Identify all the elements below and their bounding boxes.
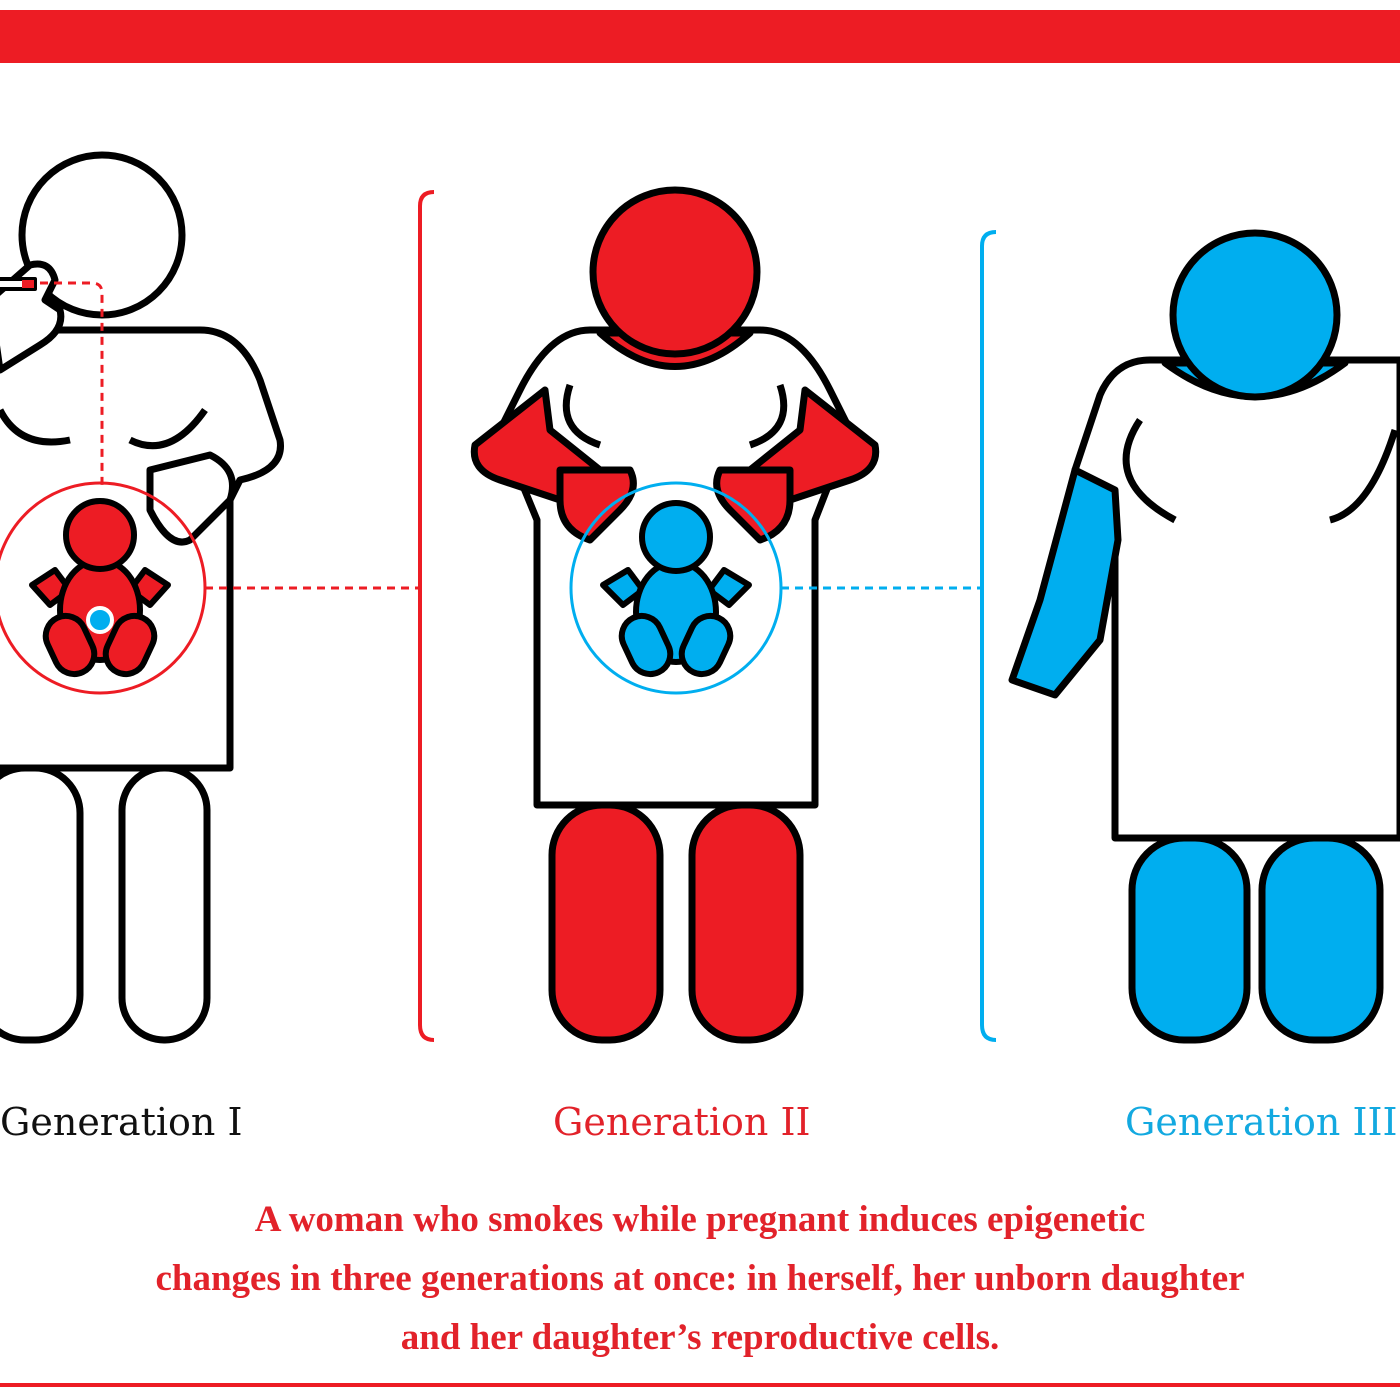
hand-on-belly [146,451,236,546]
body [0,326,284,772]
label-generation-3: Generation III [1125,1100,1398,1144]
bust-line [562,383,788,449]
bust-line [0,407,208,450]
figure-generation-1 [0,151,420,1044]
arm-left [1008,466,1122,699]
leg-right [118,764,211,1044]
head [1169,229,1341,401]
bottom-rule [0,1383,1400,1387]
leg-left [0,764,84,1044]
leg-right [1258,834,1384,1044]
body [1071,356,1400,842]
figure-generation-3 [1008,229,1400,1044]
hand-right [713,466,794,544]
fetus-red [29,498,171,678]
figure-generation-2 [470,186,980,1044]
leg-left [548,801,664,1044]
leg-right [688,801,804,1044]
label-generation-2: Generation II [553,1100,811,1144]
leg-left [1128,834,1251,1044]
cigarette-ember [22,280,34,288]
caption-line-1: A woman who smokes while pregnant induce… [254,1199,1146,1240]
label-generation-1: Generation I [0,1100,243,1144]
dashed-connector-smoke [40,281,104,485]
bust-line [1122,418,1399,524]
bracket-generation-3 [980,230,997,1042]
reproductive-cells [86,606,114,634]
fetus-blue [600,500,752,678]
hand-left [556,466,637,544]
caption-line-3: and her daughter’s reproductive cells. [400,1317,1000,1358]
top-banner [0,10,1400,63]
caption: A woman who smokes while pregnant induce… [0,1190,1400,1367]
head [589,186,761,358]
bracket-generation-2 [418,190,435,1042]
cigarette [0,277,37,291]
caption-line-2: changes in three generations at once: in… [155,1258,1245,1299]
